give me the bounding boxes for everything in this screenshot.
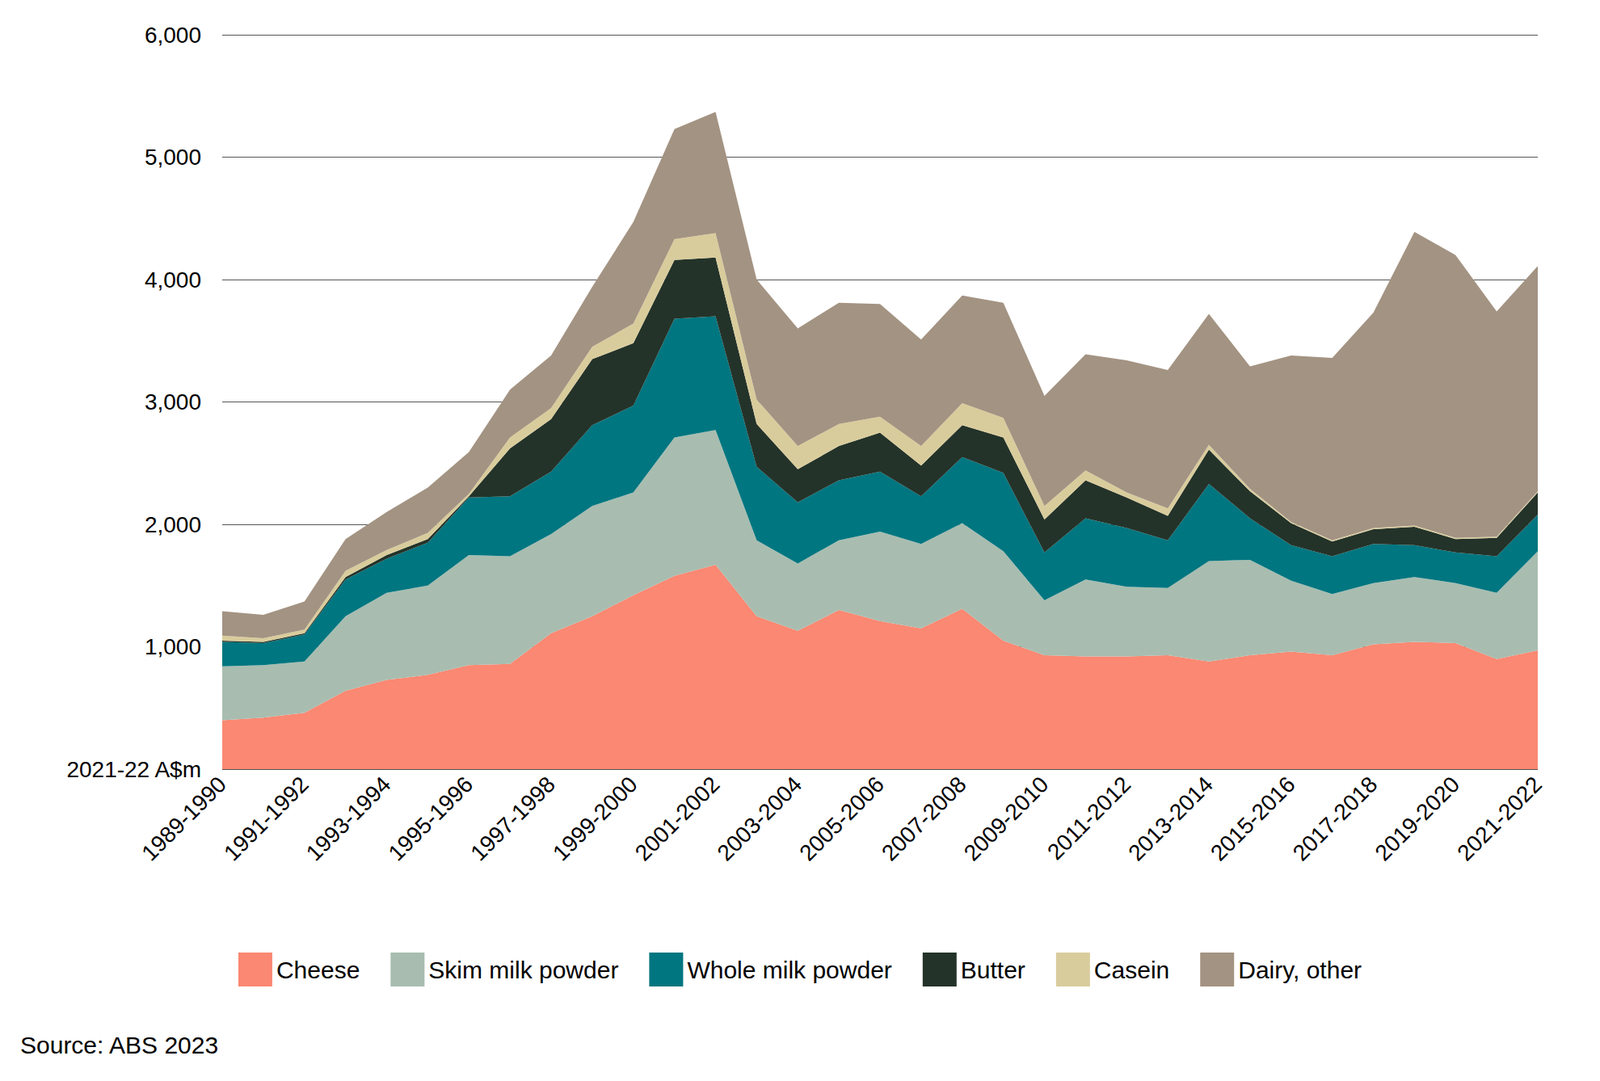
svg-text:2015-2016: 2015-2016 bbox=[1205, 771, 1301, 867]
svg-text:2001-2002: 2001-2002 bbox=[630, 771, 725, 867]
svg-text:6,000: 6,000 bbox=[144, 22, 202, 48]
svg-text:3,000: 3,000 bbox=[144, 389, 202, 415]
svg-text:2007-2008: 2007-2008 bbox=[876, 771, 972, 867]
svg-text:2005-2006: 2005-2006 bbox=[794, 771, 889, 867]
svg-text:Casein: Casein bbox=[1094, 956, 1170, 984]
svg-text:Skim milk powder: Skim milk powder bbox=[428, 956, 619, 984]
svg-text:Cheese: Cheese bbox=[276, 956, 360, 984]
svg-text:2017-2018: 2017-2018 bbox=[1288, 771, 1383, 867]
svg-text:1995-1996: 1995-1996 bbox=[383, 771, 479, 867]
svg-text:1,000: 1,000 bbox=[144, 634, 202, 660]
svg-text:2021-22 A$m: 2021-22 A$m bbox=[66, 757, 202, 783]
svg-text:2013-2014: 2013-2014 bbox=[1123, 771, 1218, 867]
svg-text:1999-2000: 1999-2000 bbox=[547, 771, 643, 867]
svg-text:1997-1998: 1997-1998 bbox=[465, 771, 560, 867]
svg-text:1989-1990: 1989-1990 bbox=[136, 771, 232, 867]
svg-text:Butter: Butter bbox=[960, 956, 1026, 984]
svg-text:2021-2022: 2021-2022 bbox=[1452, 771, 1547, 867]
svg-text:2,000: 2,000 bbox=[144, 512, 202, 538]
svg-text:4,000: 4,000 bbox=[144, 267, 202, 293]
svg-text:2011-2012: 2011-2012 bbox=[1042, 771, 1136, 865]
svg-text:1993-1994: 1993-1994 bbox=[301, 771, 396, 867]
svg-text:1991-1992: 1991-1992 bbox=[218, 771, 314, 867]
svg-text:Dairy, other: Dairy, other bbox=[1237, 956, 1362, 984]
svg-text:5,000: 5,000 bbox=[144, 144, 202, 170]
svg-text:Whole milk powder: Whole milk powder bbox=[686, 956, 892, 984]
svg-text:2009-2010: 2009-2010 bbox=[959, 771, 1054, 867]
svg-text:Source: ABS 2023: Source: ABS 2023 bbox=[20, 1031, 219, 1059]
svg-text:2019-2020: 2019-2020 bbox=[1370, 771, 1466, 867]
svg-text:2003-2004: 2003-2004 bbox=[712, 771, 808, 867]
